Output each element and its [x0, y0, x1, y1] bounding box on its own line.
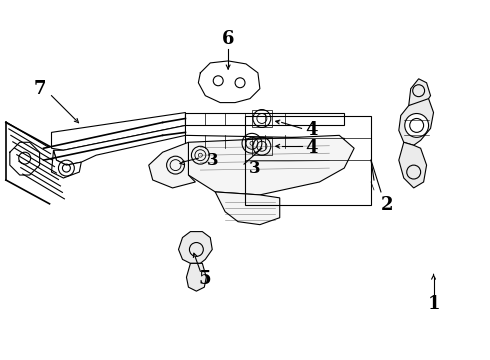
Text: 1: 1 [427, 295, 440, 313]
Polygon shape [51, 113, 185, 150]
Polygon shape [189, 135, 354, 195]
Text: 4: 4 [305, 139, 318, 157]
Polygon shape [51, 150, 81, 178]
Text: 6: 6 [222, 30, 234, 48]
Text: 3: 3 [206, 152, 218, 168]
Polygon shape [409, 79, 431, 105]
Text: 7: 7 [33, 80, 46, 98]
Polygon shape [215, 192, 280, 225]
Polygon shape [399, 142, 427, 188]
Polygon shape [53, 125, 185, 165]
Circle shape [405, 113, 429, 137]
Bar [245, 116, 371, 205]
Bar [252, 109, 272, 127]
Text: 5: 5 [199, 270, 212, 288]
Text: 3: 3 [249, 159, 261, 177]
Polygon shape [185, 113, 344, 125]
Polygon shape [185, 135, 344, 148]
Polygon shape [149, 142, 196, 188]
Text: 4: 4 [305, 121, 318, 139]
Polygon shape [399, 96, 434, 145]
Polygon shape [178, 231, 212, 264]
Text: 2: 2 [381, 196, 393, 214]
Bar [252, 137, 272, 155]
Polygon shape [187, 264, 206, 291]
